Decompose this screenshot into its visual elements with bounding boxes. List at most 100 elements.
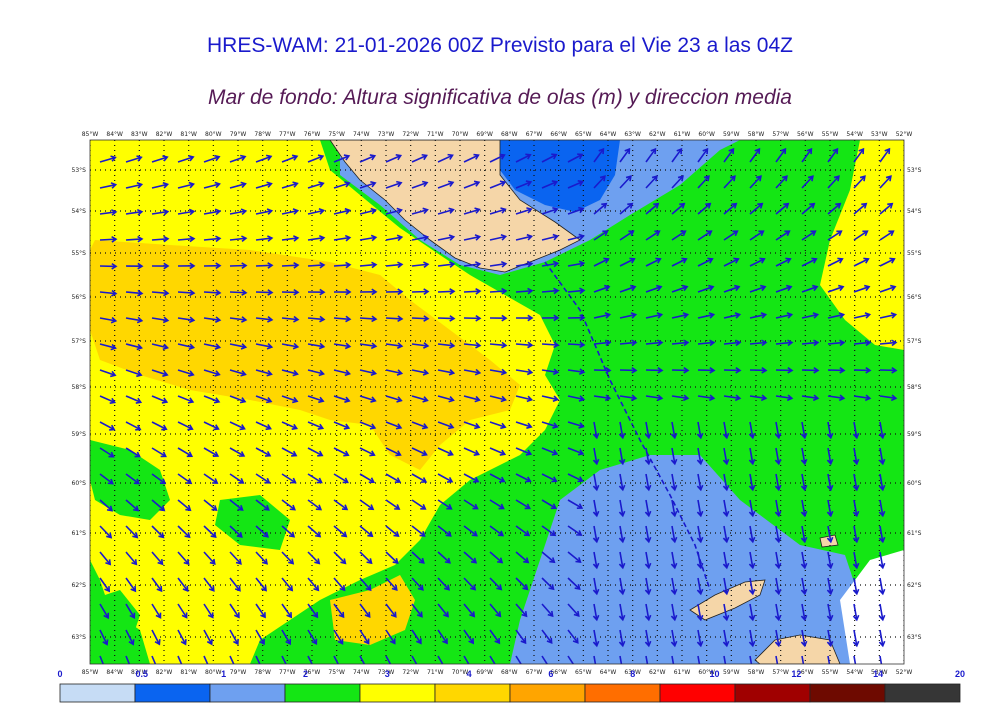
direction-arrow (385, 395, 402, 402)
direction-arrowhead (188, 343, 196, 350)
direction-arrow (229, 264, 247, 267)
lat-tick-label: 60°S (72, 480, 87, 487)
lat-tick-label: 57°S (72, 338, 87, 345)
colorbar-swatch (284, 683, 361, 703)
direction-arrowhead (186, 478, 193, 485)
lon-tick-label: 56°W (797, 131, 814, 138)
direction-arrowhead (858, 147, 865, 155)
direction-arrow (801, 499, 806, 516)
colorbar-swatch (884, 683, 961, 703)
field-2-3m (215, 495, 290, 550)
direction-arrow (697, 395, 714, 400)
direction-arrowhead (852, 432, 860, 440)
direction-arrow (723, 175, 736, 189)
direction-arrow (385, 182, 402, 189)
direction-arrow (125, 473, 140, 485)
direction-arrow (229, 525, 243, 538)
direction-arrow (151, 291, 169, 295)
direction-arrowhead (261, 558, 269, 565)
direction-arrow (203, 395, 220, 403)
colorbar-label: 20 (955, 669, 965, 679)
direction-arrow (853, 629, 858, 646)
direction-arrow (515, 343, 533, 347)
direction-arrowhead (748, 562, 756, 570)
direction-arrow (879, 258, 895, 267)
direction-arrowhead (548, 584, 555, 591)
lat-tick-label: 63°S (72, 634, 87, 641)
direction-arrow (723, 447, 728, 464)
direction-arrowhead (890, 312, 898, 319)
lon-tick-label: 80°W (205, 131, 222, 138)
direction-arrowhead (601, 202, 608, 209)
direction-arrow (177, 317, 194, 322)
direction-arrowhead (683, 339, 690, 347)
lon-tick-label: 70°W (452, 669, 469, 676)
direction-arrowhead (471, 530, 478, 537)
direction-arrowhead (187, 397, 195, 404)
direction-arrowhead (475, 341, 482, 349)
lon-tick-label: 63°W (624, 131, 641, 138)
direction-arrow (307, 603, 318, 618)
direction-arrowhead (446, 476, 454, 483)
direction-arrowhead (813, 339, 820, 347)
direction-arrowhead (241, 289, 248, 296)
direction-arrowhead (758, 230, 765, 237)
direction-arrowhead (468, 638, 475, 645)
direction-arrow (619, 395, 636, 400)
direction-arrow (723, 603, 728, 620)
direction-arrowhead (878, 458, 886, 466)
direction-arrow (229, 603, 240, 618)
direction-arrow (567, 153, 583, 163)
direction-arrow (125, 655, 131, 664)
direction-arrow (99, 291, 116, 295)
direction-arrowhead (681, 257, 688, 264)
direction-arrow (151, 421, 167, 430)
direction-arrowhead (654, 230, 661, 237)
lat-tick-label: 54°S (907, 208, 922, 215)
direction-arrowhead (838, 394, 846, 402)
direction-arrowhead (396, 396, 403, 403)
direction-arrow (281, 577, 293, 591)
direction-arrowhead (696, 432, 704, 440)
direction-arrowhead (134, 451, 141, 458)
direction-arrowhead (292, 396, 299, 404)
direction-arrow (411, 473, 427, 483)
direction-arrowhead (318, 396, 325, 404)
direction-arrow (567, 395, 584, 401)
lon-tick-label: 68°W (501, 131, 518, 138)
lat-tick-label: 56°S (72, 294, 87, 301)
direction-arrowhead (240, 181, 247, 189)
direction-arrow (177, 473, 192, 484)
direction-arrow (255, 395, 272, 403)
direction-arrow (697, 258, 713, 267)
direction-arrow (489, 262, 506, 267)
direction-arrow (255, 447, 271, 457)
direction-arrowhead (442, 638, 448, 645)
direction-arrow (437, 551, 451, 564)
direction-arrowhead (680, 230, 687, 237)
lon-axis-top: 85°W 84°W 83°W 82°W 81°W 80°W 79°W 78°W 77°W 76°W… (82, 131, 913, 138)
direction-arrowhead (474, 395, 481, 403)
direction-arrow (515, 289, 533, 293)
lat-tick-label: 63°S (907, 634, 922, 641)
direction-arrowhead (838, 284, 845, 292)
direction-arrow (567, 603, 580, 617)
direction-arrowhead (784, 230, 791, 237)
direction-arrow (697, 525, 702, 542)
direction-arrowhead (344, 234, 352, 242)
direction-arrow (671, 175, 684, 189)
direction-arrow (463, 447, 479, 456)
direction-arrowhead (286, 612, 293, 619)
direction-arrow (853, 395, 870, 400)
direction-arrowhead (734, 312, 742, 319)
direction-arrow (853, 341, 871, 345)
direction-arrowhead (133, 478, 141, 485)
direction-arrowhead (499, 476, 506, 483)
direction-arrow (281, 237, 298, 241)
direction-arrowhead (696, 484, 704, 492)
direction-arrow (723, 230, 738, 241)
direction-arrow (489, 603, 501, 617)
direction-arrow (853, 285, 870, 293)
direction-arrowhead (592, 588, 600, 596)
direction-arrow (593, 258, 609, 267)
